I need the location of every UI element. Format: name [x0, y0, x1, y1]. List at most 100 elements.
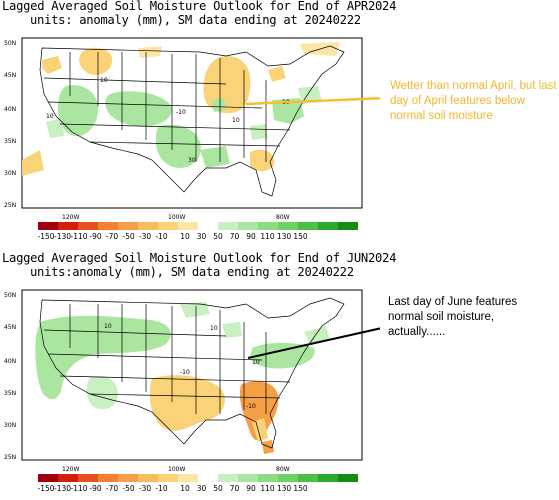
top-lat-label: 30N — [4, 170, 16, 177]
bottom-contour-label: 10 — [210, 325, 218, 332]
color-scale-label: 150 — [293, 232, 308, 241]
bottom-contour-label: 10 — [104, 323, 112, 330]
bottom-dry-regions — [150, 375, 279, 454]
top-contour-label: 10 — [46, 113, 54, 120]
color-scale-swatch — [218, 474, 238, 482]
color-scale-swatch — [78, 474, 98, 482]
top-lat-label: 35N — [4, 138, 16, 145]
color-scale-label: 50 — [213, 484, 223, 493]
top-annotation: Wetter than normal April, but last day o… — [390, 80, 557, 122]
color-scale-swatch — [338, 474, 358, 482]
top-lon-labels: 120W 100W 80W — [62, 214, 290, 221]
top-contour-label: 10 — [100, 77, 108, 84]
bottom-lat-label: 25N — [4, 454, 16, 461]
color-scale-label: 10 — [180, 232, 190, 241]
color-scale-label: -150 — [37, 484, 54, 493]
color-scale-label: -70 — [106, 484, 118, 493]
top-panel: Lagged Averaged Soil Moisture Outlook fo… — [0, 0, 396, 245]
color-scale-swatch — [138, 222, 158, 230]
bottom-map: 10 10 -10 10 -10 50N 45N 40N 35N 30N 25N… — [4, 289, 380, 493]
color-scale-label: -10 — [155, 484, 167, 493]
bottom-annotation-arrow — [247, 327, 380, 359]
color-scale-swatch — [258, 474, 278, 482]
top-contour-label: -10 — [176, 109, 186, 116]
color-scale-swatch — [158, 222, 178, 230]
bottom-lon-label: 80W — [276, 466, 290, 473]
top-map-subtitle: units: anomaly (mm), SM data ending at 2… — [30, 13, 361, 27]
color-scale-swatch — [118, 222, 138, 230]
top-lat-label: 45N — [4, 72, 16, 79]
color-scale-label: 110 — [260, 484, 275, 493]
color-scale-swatch — [58, 474, 78, 482]
bottom-lon-labels: 120W 100W 80W — [62, 466, 290, 473]
top-lon-label: 120W — [62, 214, 79, 221]
color-scale-swatch — [178, 474, 198, 482]
color-scale-label: -130 — [54, 232, 71, 241]
color-scale-label: 150 — [293, 484, 308, 493]
color-scale-label: -30 — [139, 484, 151, 493]
color-scale-label: 70 — [230, 484, 240, 493]
color-scale-label: 10 — [180, 484, 190, 493]
color-scale-swatch — [198, 474, 218, 482]
color-scale-label: -150 — [37, 232, 54, 241]
top-contour-label: 10 — [232, 117, 240, 124]
top-lat-label: 25N — [4, 202, 16, 209]
color-scale-swatch — [218, 222, 238, 230]
color-scale-label: -50 — [122, 484, 134, 493]
bottom-contour-label: 10 — [252, 359, 260, 366]
top-lon-label: 100W — [168, 214, 185, 221]
bottom-annotation: Last day of June features normal soil mo… — [388, 296, 518, 338]
top-lon-label: 80W — [276, 214, 290, 221]
color-scale-swatch — [278, 222, 298, 230]
color-scale-swatch — [198, 222, 218, 230]
color-scale-swatch — [238, 474, 258, 482]
color-scale-label: 50 — [213, 232, 223, 241]
top-us-outline — [39, 45, 345, 197]
color-scale-label: -90 — [89, 484, 101, 493]
color-scale-label: 90 — [246, 232, 256, 241]
top-map-title: Lagged Averaged Soil Moisture Outlook fo… — [2, 0, 397, 13]
bottom-map-subtitle: units:anomaly (mm), SM data ending at 20… — [30, 265, 354, 279]
bottom-contour-label: -10 — [180, 369, 190, 376]
top-lat-label: 50N — [4, 40, 16, 47]
color-scale-swatch — [58, 222, 78, 230]
color-scale-swatch — [98, 474, 118, 482]
color-scale-label: -110 — [70, 232, 87, 241]
color-scale-label: 70 — [230, 232, 240, 241]
bottom-panel: Lagged Averaged Soil Moisture Outlook fo… — [0, 252, 396, 497]
color-scale-label: -10 — [155, 232, 167, 241]
color-scale-swatch — [158, 474, 178, 482]
color-scale-label: -50 — [122, 232, 134, 241]
color-scale-swatch — [298, 474, 318, 482]
bottom-lat-label: 30N — [4, 422, 16, 429]
color-scale-swatch — [38, 474, 58, 482]
top-map: 10 10 -10 10 30 10 50N 45N 40N 35N 30N 2… — [4, 37, 380, 241]
top-lat-label: 40N — [4, 106, 16, 113]
top-lat-labels: 50N 45N 40N 35N 30N 25N — [4, 40, 16, 209]
color-scale-label: 30 — [197, 232, 207, 241]
color-scale-swatch — [98, 222, 118, 230]
color-scale-swatch — [38, 222, 58, 230]
color-scale-label: -130 — [54, 484, 71, 493]
color-scale-swatch — [138, 474, 158, 482]
color-scale-swatch — [298, 222, 318, 230]
color-scale-swatch — [338, 222, 358, 230]
color-scale-swatch — [78, 222, 98, 230]
bottom-lon-label: 100W — [168, 466, 185, 473]
color-scale-label: 90 — [246, 484, 256, 493]
bottom-lat-label: 45N — [4, 324, 16, 331]
top-color-scale: -150 -130 -110 -90 -70 -50 -30 -10 10 30 50 70 90 110… — [37, 222, 358, 241]
color-scale-label: 130 — [277, 232, 292, 241]
color-scale-label: -110 — [70, 484, 87, 493]
bottom-contour-label: -10 — [246, 403, 256, 410]
color-scale-label: -70 — [106, 232, 118, 241]
color-scale-label: -30 — [139, 232, 151, 241]
color-scale-swatch — [118, 474, 138, 482]
color-scale-swatch — [238, 222, 258, 230]
color-scale-label: 110 — [260, 232, 275, 241]
bottom-lat-label: 35N — [4, 390, 16, 397]
color-scale-swatch — [178, 222, 198, 230]
bottom-color-scale: -150 -130 -110 -90 -70 -50 -30 -10 10 30 50 70 90 110… — [37, 474, 358, 493]
top-contour-label: 30 — [188, 157, 196, 164]
color-scale-label: 130 — [277, 484, 292, 493]
